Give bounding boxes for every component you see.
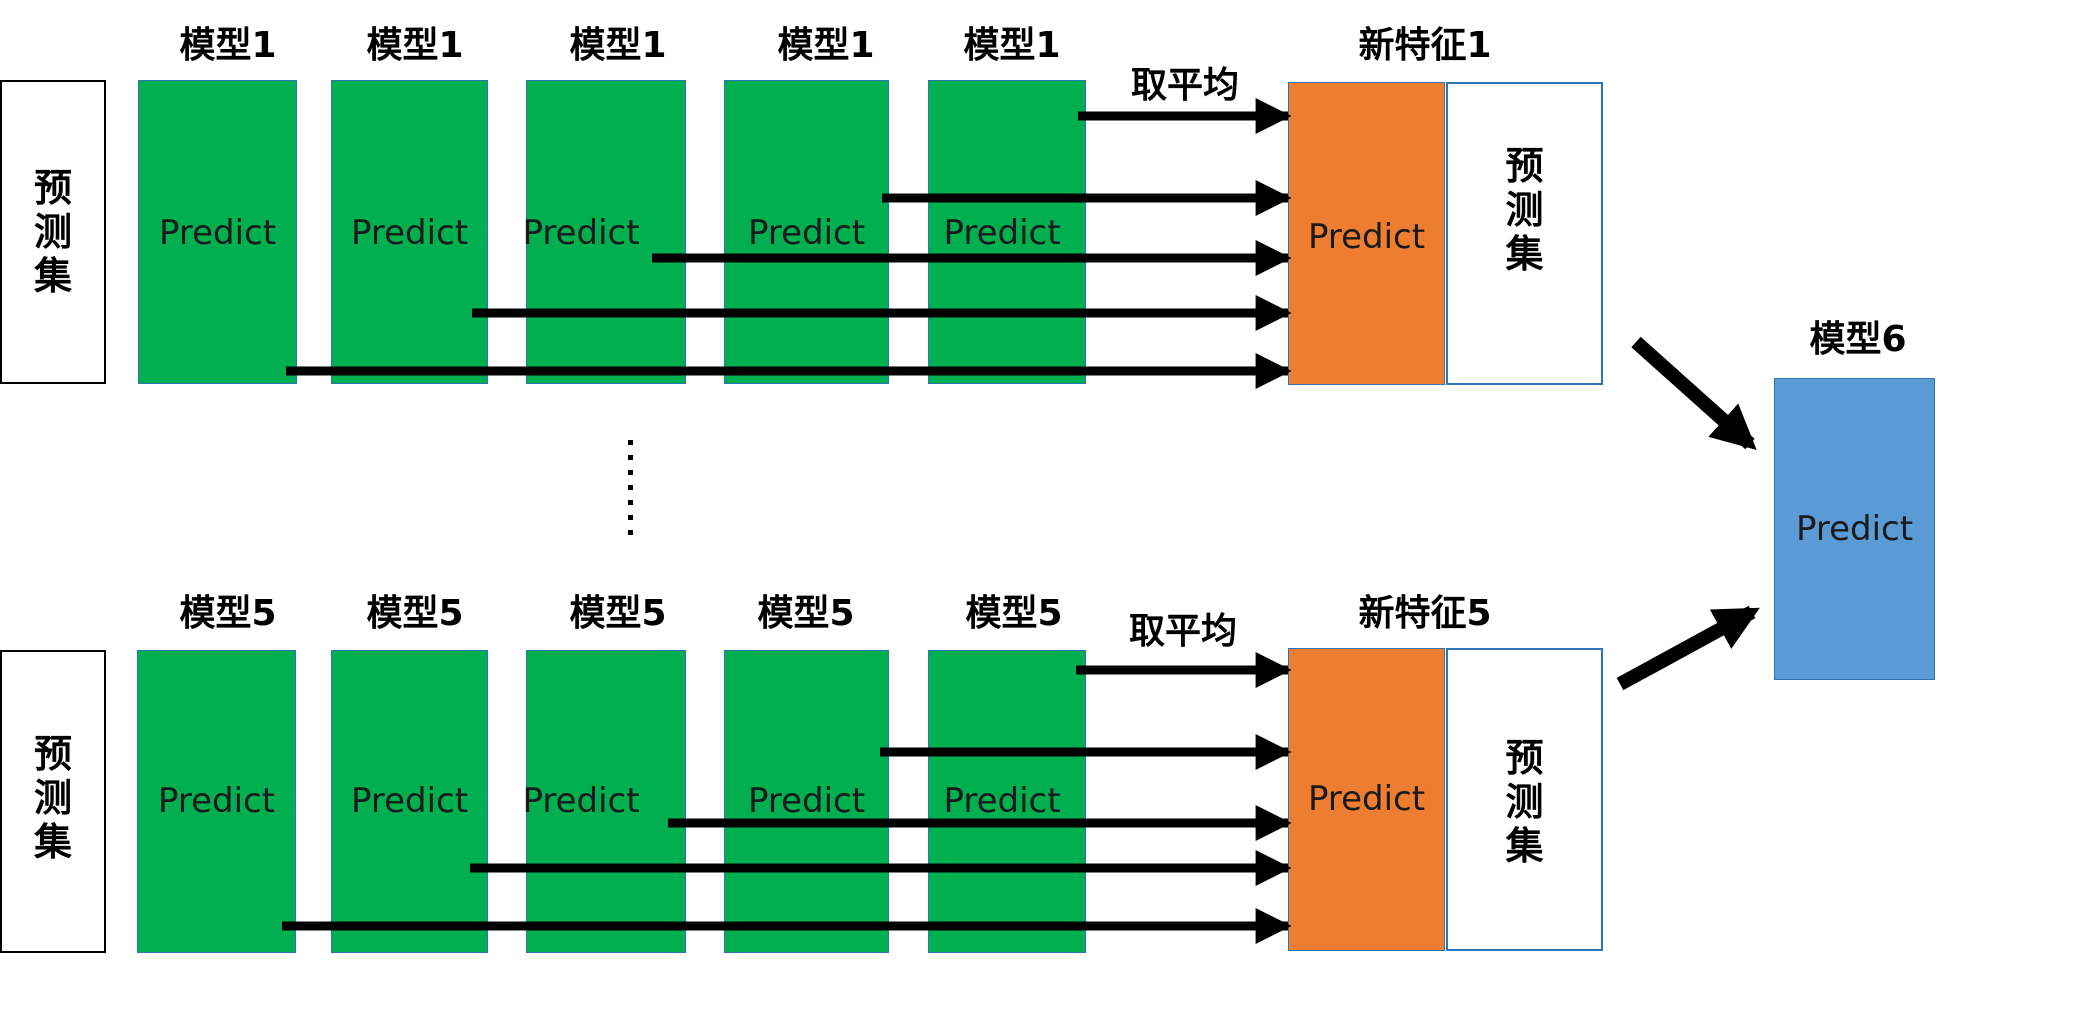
arrow-feature5-to-model6 bbox=[1620, 612, 1752, 684]
arrow-feature1-to-model6 bbox=[1636, 342, 1750, 444]
